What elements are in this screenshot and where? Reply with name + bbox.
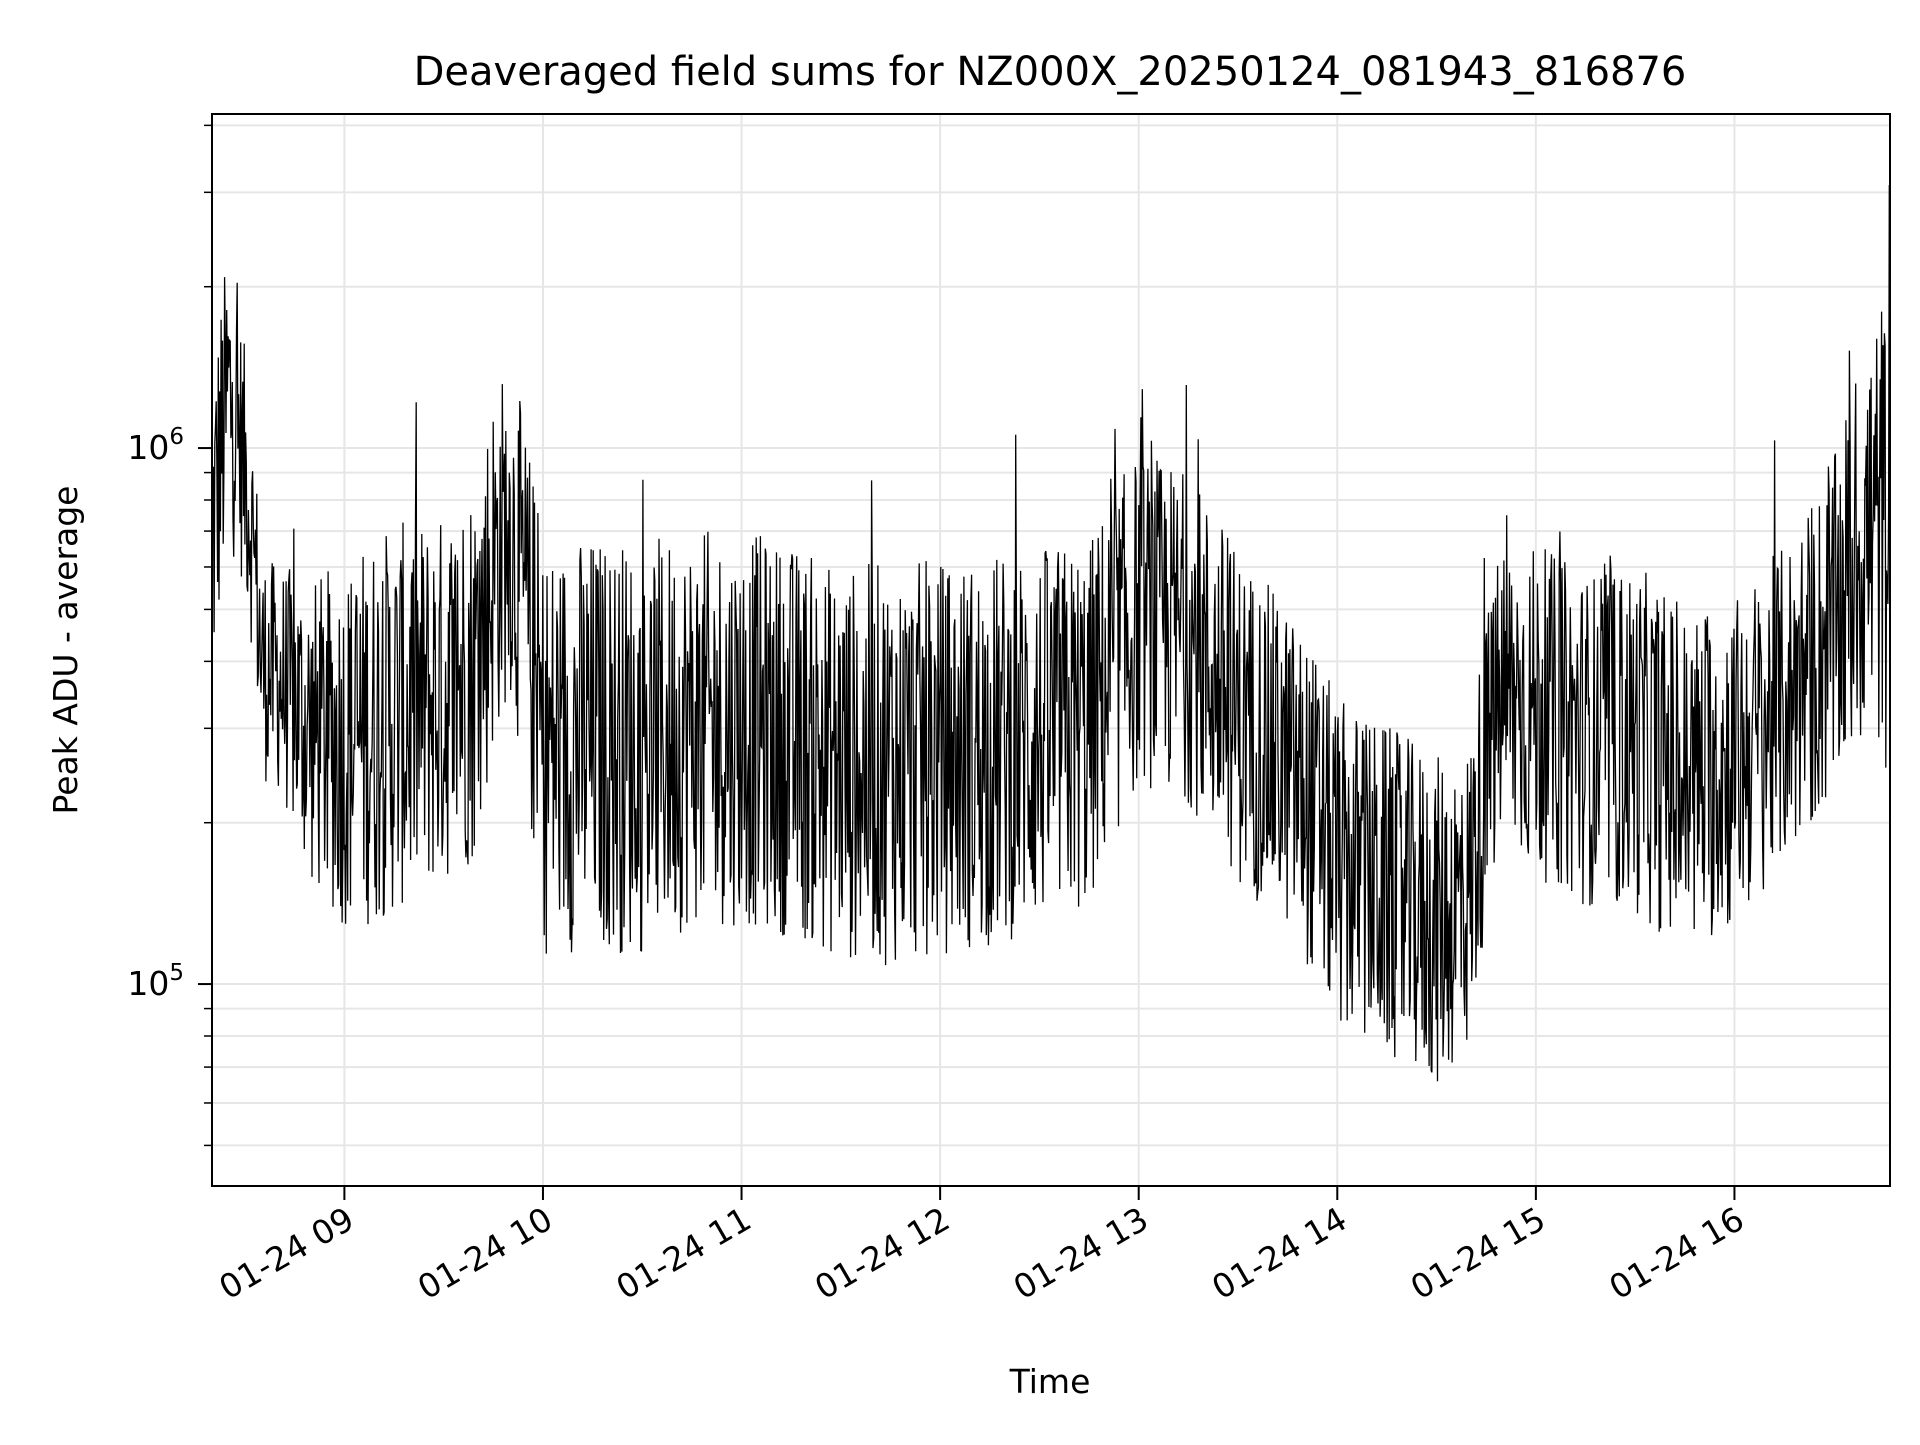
- y-axis-label: Peak ADU - average: [46, 486, 85, 815]
- y-tick-base: 10: [127, 428, 169, 467]
- y-tick-label: 106: [127, 424, 184, 467]
- y-tick-label: 105: [127, 960, 184, 1003]
- y-tick-exponent: 6: [169, 424, 184, 450]
- x-axis-label: Time: [1009, 1362, 1091, 1401]
- y-tick-exponent: 5: [169, 960, 184, 986]
- series-line: [211, 184, 1891, 1082]
- grid-lines: [212, 114, 1890, 1186]
- chart-title: Deaveraged field sums for NZ000X_2025012…: [414, 49, 1687, 95]
- y-tick-base: 10: [127, 964, 169, 1003]
- data-series: [211, 184, 1891, 1082]
- plot-frame: [211, 113, 1891, 1187]
